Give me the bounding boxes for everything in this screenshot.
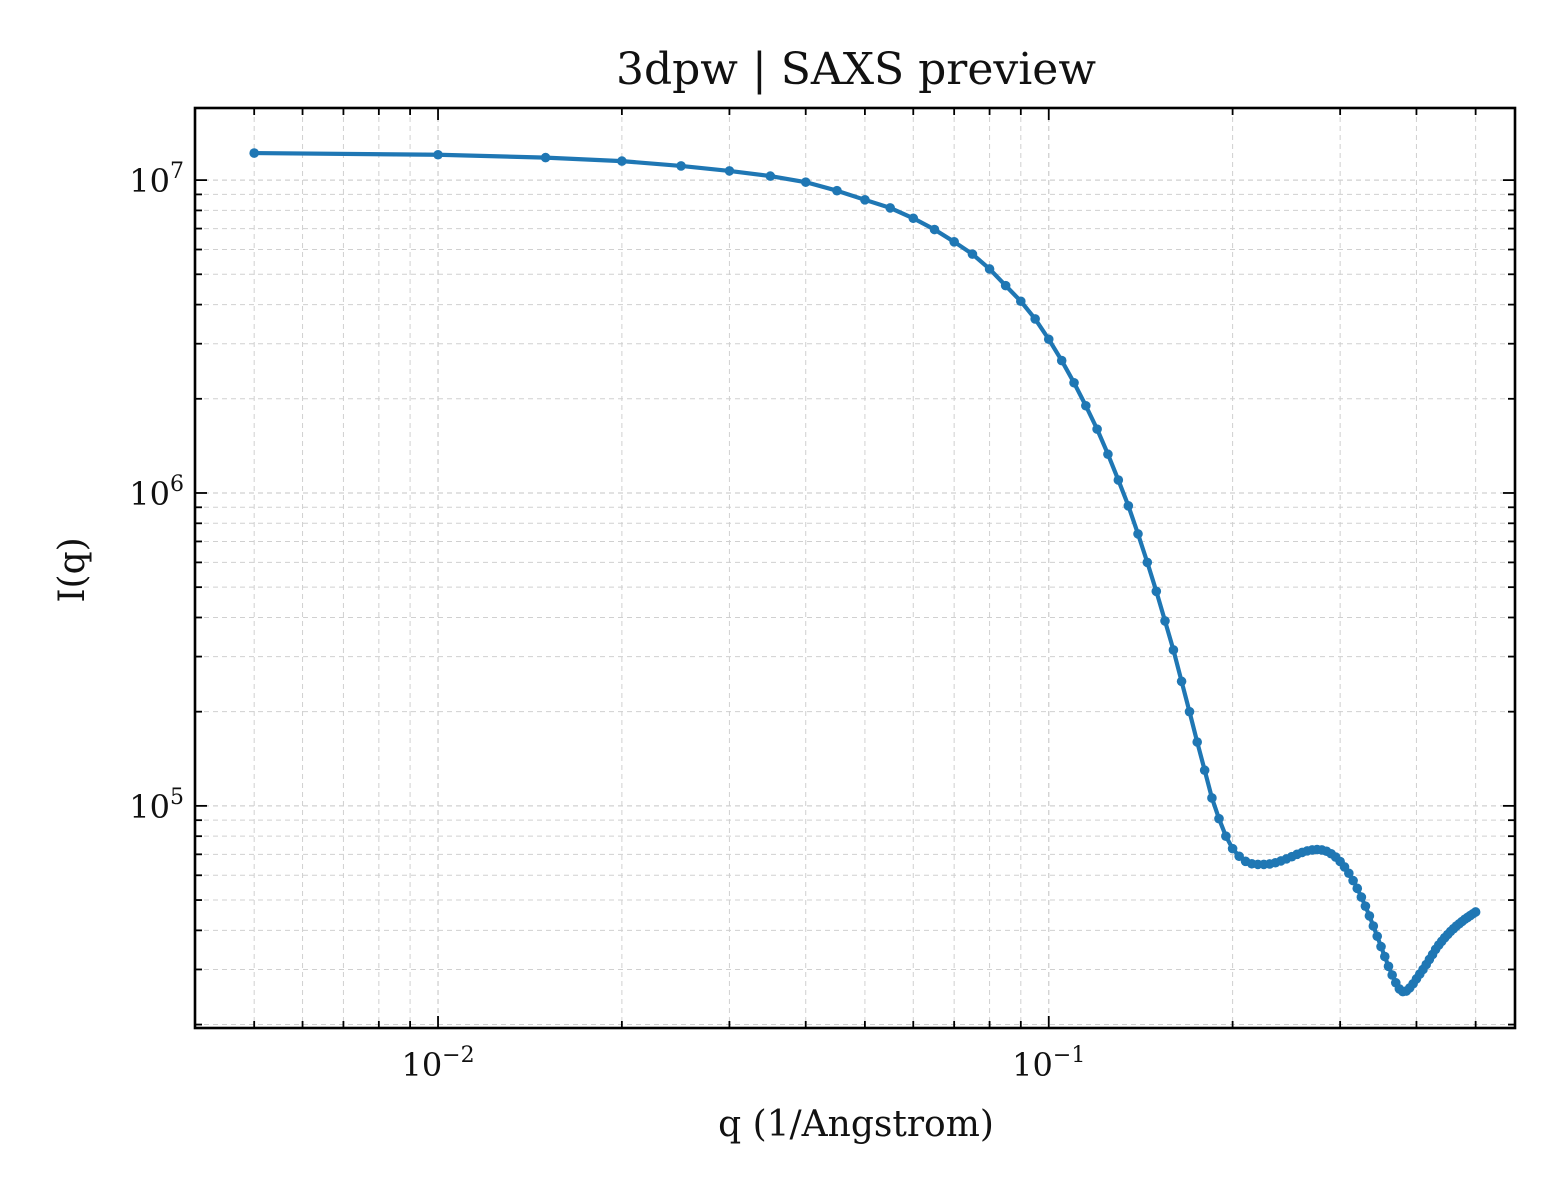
data-point (1192, 737, 1202, 747)
data-point (1030, 314, 1040, 324)
data-point (1383, 961, 1394, 972)
y-tick-label: 106 (129, 472, 184, 513)
grid (194, 108, 1515, 1028)
data-point (1113, 475, 1124, 485)
data-point (676, 161, 686, 171)
data-point (1368, 921, 1379, 931)
data-point (1081, 400, 1091, 411)
data-point (1103, 449, 1113, 460)
chart-title: 3dpw | SAXS preview (616, 44, 1096, 95)
data-point (929, 224, 940, 235)
data-point (1016, 296, 1026, 307)
data-point (949, 237, 959, 247)
data-point (1344, 868, 1354, 879)
data-point (1214, 813, 1224, 824)
data-point (1123, 501, 1134, 511)
data-point (1092, 424, 1102, 434)
data-point (1360, 901, 1371, 911)
data-point (249, 148, 259, 158)
data-point (860, 195, 870, 205)
y-axis-label: I(q) (52, 537, 93, 602)
data-point (617, 156, 627, 166)
data-point (1207, 793, 1217, 803)
y-tick-label: 105 (129, 785, 184, 826)
axis-ticks (194, 108, 1515, 1028)
data-point (1199, 765, 1210, 776)
data-point (908, 213, 919, 224)
data-point (1151, 586, 1162, 597)
series-layer (249, 148, 1481, 997)
data-point (1168, 645, 1179, 655)
tick-labels: 10−2 10−1 105 106 107 (129, 159, 1085, 1084)
data-point (1352, 883, 1363, 894)
data-point (1184, 706, 1195, 717)
data-point (433, 149, 443, 160)
data-point (1356, 892, 1367, 902)
data-point (885, 203, 895, 213)
data-point (1056, 355, 1067, 366)
data-point (1348, 875, 1358, 886)
data-point (1227, 843, 1238, 854)
data-point (1160, 616, 1170, 626)
x-tick-label: 10−1 (1012, 1043, 1085, 1084)
data-point (1387, 970, 1397, 980)
data-point (724, 166, 735, 176)
plot-frame (193, 106, 1517, 1030)
x-tick-label: 10−2 (401, 1043, 474, 1084)
data-point (1221, 831, 1231, 841)
data-point (800, 177, 811, 187)
data-point (1043, 334, 1054, 345)
data-point (765, 171, 776, 181)
data-point (967, 249, 978, 259)
data-point (1470, 907, 1481, 917)
x-axis-label: q (1/Angstrom) (718, 1104, 994, 1145)
data-point (832, 185, 842, 196)
y-tick-label: 107 (129, 159, 184, 200)
data-point (1069, 377, 1079, 388)
data-point (984, 264, 995, 274)
data-point (1364, 911, 1375, 921)
data-point (540, 152, 551, 163)
data-point (1372, 931, 1383, 942)
data-point (1376, 941, 1386, 952)
data-point (1176, 676, 1187, 687)
data-point (1000, 280, 1011, 291)
data-point (1142, 557, 1153, 568)
data-point (1133, 529, 1143, 539)
data-point (1379, 951, 1390, 962)
